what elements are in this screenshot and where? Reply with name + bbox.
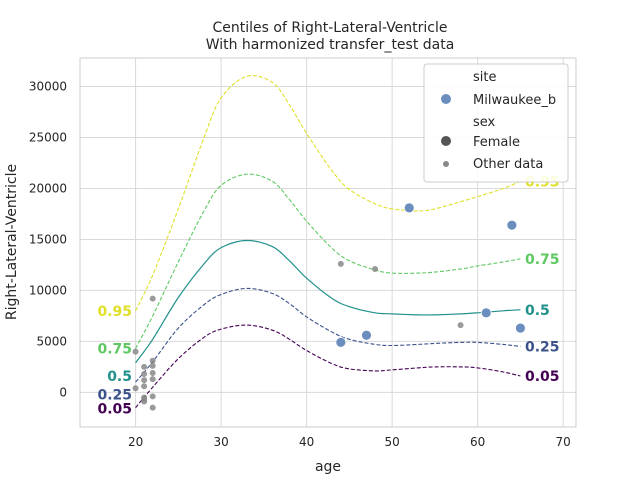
x-tick-label: 60: [470, 435, 485, 449]
legend-frame: [423, 63, 569, 183]
legend-site-marker: [441, 94, 451, 104]
other-data-point: [149, 369, 156, 376]
centile-line-0.05: [135, 324, 521, 408]
x-tick-label: 50: [384, 435, 399, 449]
legend-female-label: Female: [473, 135, 520, 150]
other-data-point: [149, 295, 156, 302]
other-data-point: [141, 396, 148, 403]
other-data-point: [149, 393, 156, 400]
centile-label-left: 0.75: [97, 342, 132, 358]
other-data-point: [149, 404, 156, 411]
legend: site Milwaukee_b sex Female Other data: [423, 63, 569, 183]
y-tick-label: 5000: [36, 334, 67, 348]
centile-line-0.5: [135, 239, 521, 364]
centile-label-left: 0.05: [97, 402, 132, 418]
site-data-point: [506, 219, 518, 231]
x-tick-label: 40: [299, 435, 314, 449]
other-data-point: [149, 362, 156, 369]
centile-label-right: 0.05: [525, 369, 560, 385]
other-data-point: [141, 363, 148, 370]
other-data-point: [457, 322, 464, 329]
x-tick-label: 70: [556, 435, 571, 449]
x-axis-label: age: [315, 459, 341, 475]
other-data-point: [132, 385, 139, 392]
tick-labels: 20 30 40 50 60 70 0 5000 10000 15000 20000 25000 300…: [29, 80, 571, 449]
other-data-point: [141, 370, 148, 377]
other-data-point: [337, 260, 344, 267]
site-data-point: [403, 202, 415, 214]
y-tick-label: 0: [59, 385, 67, 399]
centile-label-left: 0.5: [107, 369, 132, 385]
site-data-point: [335, 336, 347, 348]
x-tick-label: 30: [213, 435, 228, 449]
legend-other-marker: [443, 161, 449, 167]
plot-area-frame: [79, 57, 577, 428]
legend-size-title: sex: [473, 115, 496, 130]
centile-label-left: 0.25: [97, 387, 132, 403]
centile-lines: [135, 74, 521, 408]
y-tick-label: 25000: [29, 131, 67, 145]
centile-label-right: 0.75: [525, 252, 560, 268]
centile-line-0.75: [135, 173, 521, 349]
y-tick-label: 20000: [29, 181, 67, 195]
site-data-point: [480, 307, 492, 319]
legend-site-label: Milwaukee_b: [473, 93, 556, 108]
other-data-point: [149, 357, 156, 364]
other-data-point: [132, 348, 139, 355]
x-tick-label: 20: [128, 435, 143, 449]
other-data-point: [149, 376, 156, 383]
centile-label-left: 0.95: [97, 304, 132, 320]
y-tick-label: 30000: [29, 80, 67, 94]
centile-label-right: 0.25: [525, 339, 560, 355]
data-points: [132, 202, 526, 411]
y-axis-label: Right-Lateral-Ventricle: [4, 164, 20, 320]
legend-hue-title: site: [473, 70, 496, 85]
site-data-point: [515, 322, 526, 334]
centile-line-0.95: [135, 74, 521, 312]
other-data-point: [141, 377, 148, 384]
y-tick-label: 15000: [29, 232, 67, 246]
centile-label-right: 0.5: [525, 303, 550, 319]
y-tick-label: 10000: [29, 283, 67, 297]
chart-subtitle: With harmonized transfer_test data: [206, 37, 455, 53]
legend-other-label: Other data: [473, 157, 543, 172]
chart-title: Centiles of Right-Lateral-Ventricle: [213, 20, 448, 36]
other-data-point: [141, 383, 148, 390]
other-data-point: [372, 266, 379, 273]
site-data-point: [361, 329, 372, 341]
centile-line-0.25: [135, 287, 521, 383]
legend-female-marker: [441, 136, 451, 146]
